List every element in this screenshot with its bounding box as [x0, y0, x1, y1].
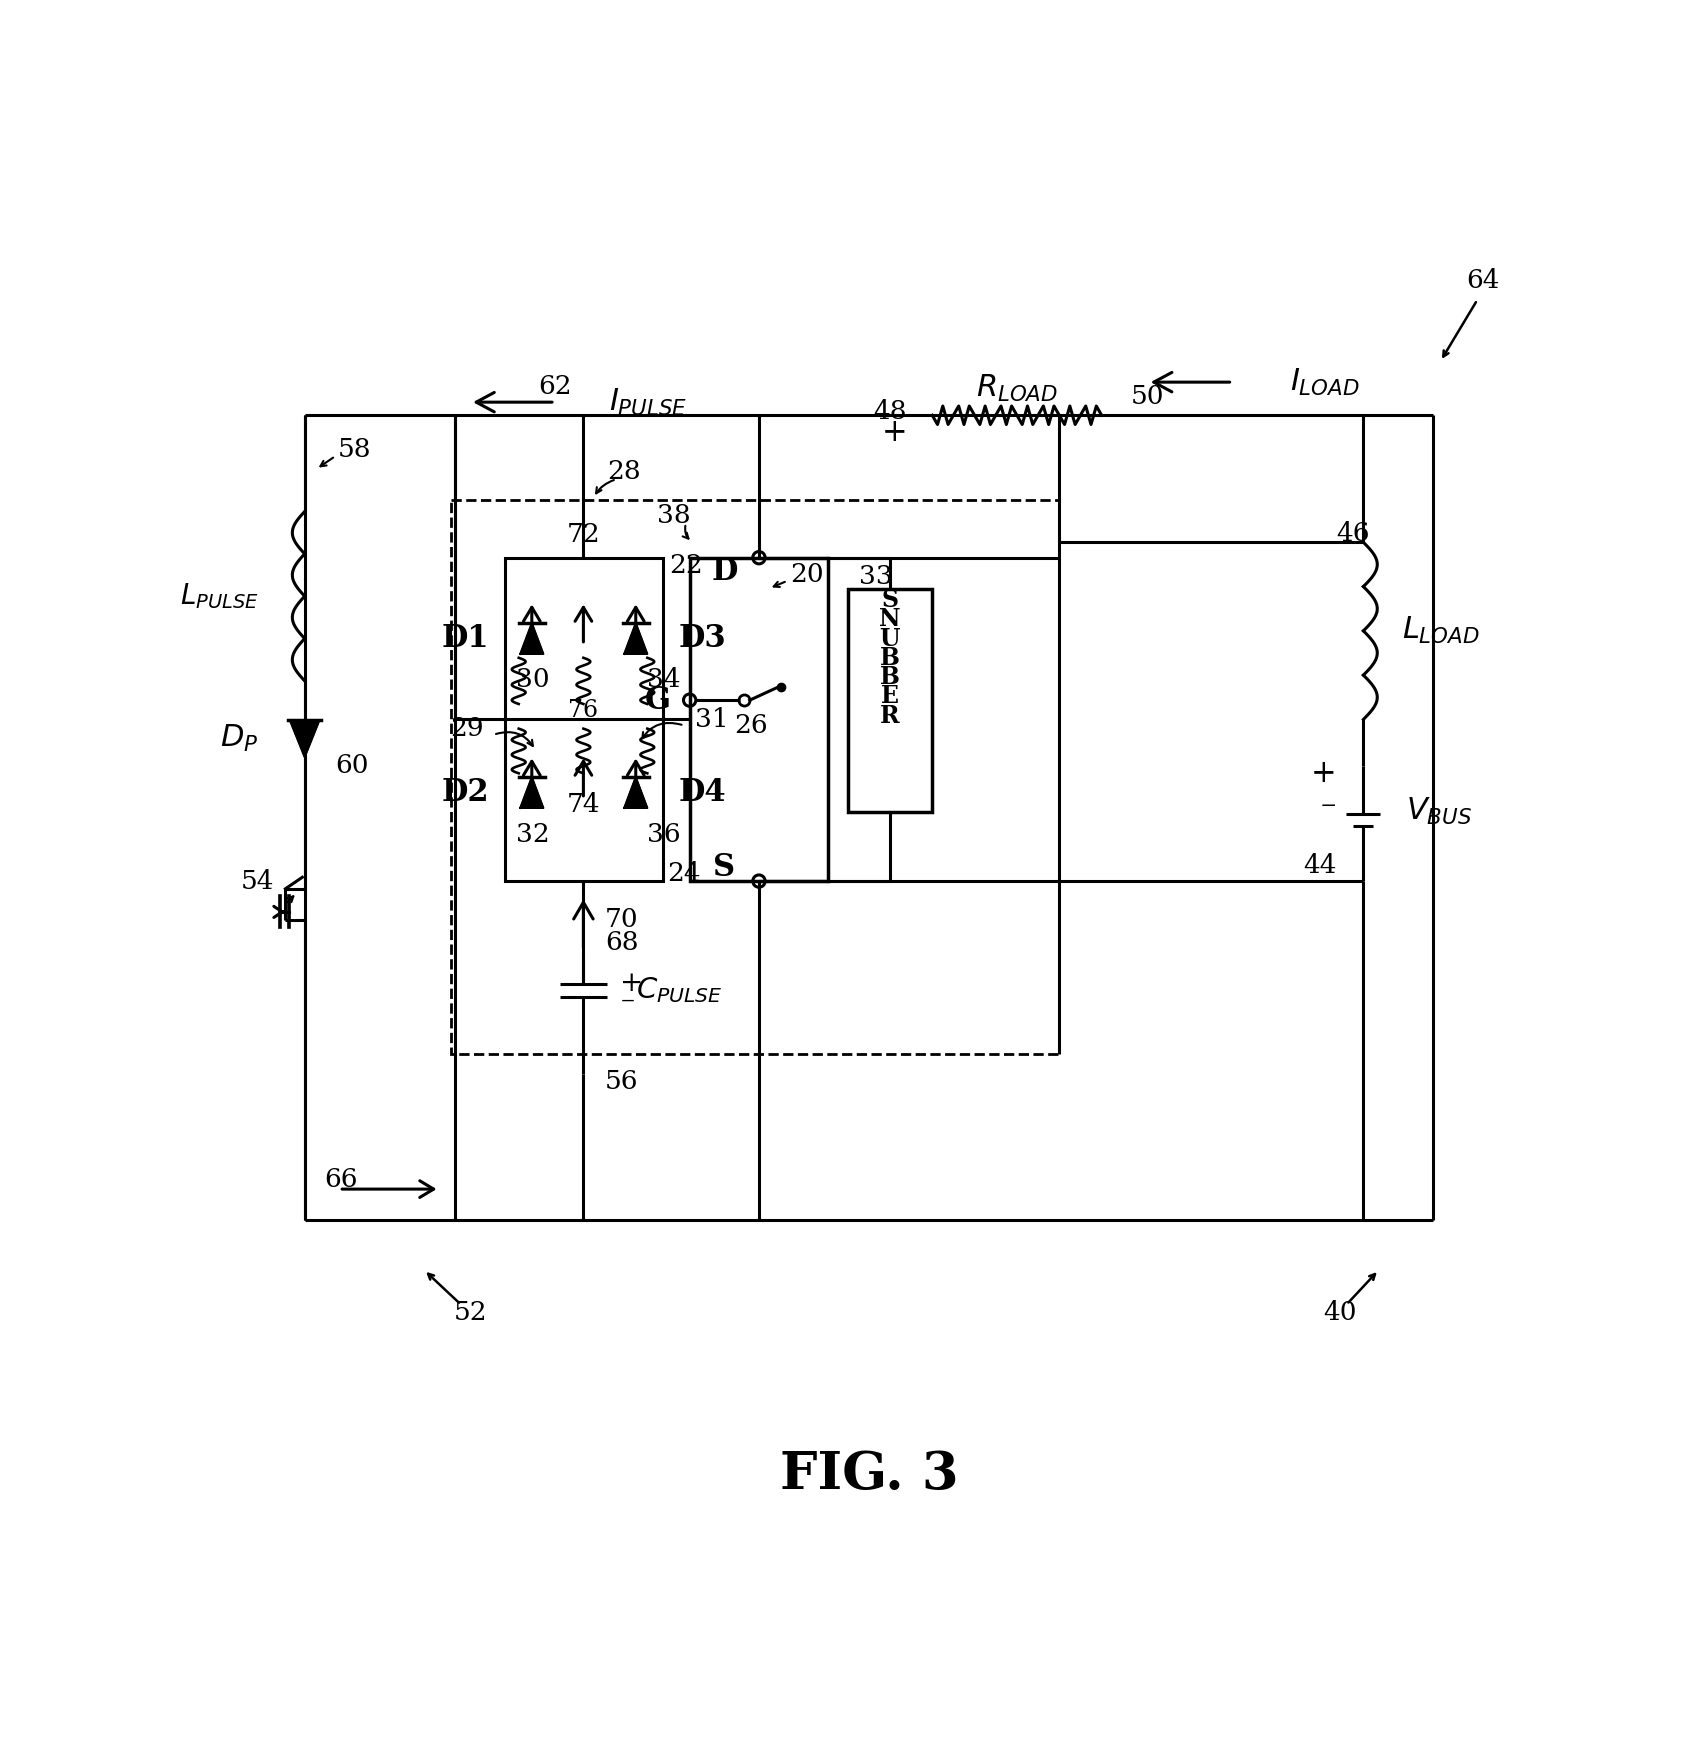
Text: $I_{PULSE}$: $I_{PULSE}$	[609, 387, 686, 417]
Text: S: S	[881, 588, 898, 612]
Text: 68: 68	[605, 931, 639, 956]
Text: 30: 30	[517, 667, 551, 692]
Text: D4: D4	[678, 778, 725, 808]
Text: D: D	[712, 556, 737, 588]
Text: 44: 44	[1303, 854, 1336, 878]
Text: 36: 36	[647, 822, 681, 847]
Text: G: G	[644, 685, 671, 716]
Text: 28: 28	[607, 459, 641, 484]
Polygon shape	[624, 623, 647, 655]
Polygon shape	[520, 778, 544, 808]
Text: 26: 26	[734, 713, 768, 737]
Bar	[451, 500, 1059, 1054]
Text: $V_{BUS}$: $V_{BUS}$	[1405, 796, 1471, 827]
Polygon shape	[290, 720, 319, 757]
Text: 33: 33	[859, 565, 893, 590]
Text: B: B	[880, 665, 900, 690]
Text: 72: 72	[566, 523, 600, 547]
Text: $R_{LOAD}$: $R_{LOAD}$	[976, 373, 1058, 403]
Text: –: –	[620, 987, 634, 1014]
Text: 64: 64	[1466, 268, 1500, 292]
Text: S: S	[714, 852, 736, 884]
Text: $L_{PULSE}$: $L_{PULSE}$	[180, 581, 258, 611]
Text: 31: 31	[695, 708, 729, 732]
Text: 62: 62	[537, 375, 571, 400]
Text: U: U	[880, 627, 900, 651]
Text: 24: 24	[668, 861, 702, 885]
Text: 34: 34	[647, 667, 681, 692]
Text: 60: 60	[336, 753, 370, 778]
Text: N: N	[880, 607, 900, 632]
Text: $I_{LOAD}$: $I_{LOAD}$	[1290, 366, 1359, 398]
Text: +: +	[620, 970, 644, 996]
Text: 32: 32	[517, 822, 551, 847]
Text: $C_{PULSE}$: $C_{PULSE}$	[636, 975, 722, 1005]
Text: R: R	[880, 704, 900, 727]
Text: 22: 22	[670, 553, 703, 577]
Text: 29: 29	[451, 716, 485, 741]
Polygon shape	[624, 778, 647, 808]
Text: D3: D3	[678, 623, 725, 655]
Text: $L_{LOAD}$: $L_{LOAD}$	[1402, 616, 1480, 646]
Bar	[505, 558, 663, 882]
Text: 50: 50	[1131, 384, 1164, 408]
Text: –: –	[1320, 788, 1336, 820]
Text: 56: 56	[605, 1068, 639, 1093]
Text: 74: 74	[566, 792, 600, 817]
Text: FIG. 3: FIG. 3	[780, 1448, 958, 1500]
Bar	[690, 558, 829, 882]
Text: E: E	[881, 685, 898, 708]
Text: 20: 20	[790, 561, 824, 588]
Text: B: B	[880, 646, 900, 671]
Text: D1: D1	[442, 623, 490, 655]
Text: 66: 66	[324, 1167, 358, 1192]
Text: 46: 46	[1336, 521, 1370, 546]
Text: D2: D2	[442, 778, 490, 808]
Text: 40: 40	[1324, 1301, 1358, 1325]
Text: 58: 58	[337, 438, 371, 463]
Text: +: +	[881, 417, 907, 449]
Bar	[848, 588, 932, 811]
Text: 54: 54	[241, 869, 275, 894]
Polygon shape	[520, 623, 544, 655]
Text: 38: 38	[658, 503, 692, 528]
Text: +: +	[1310, 759, 1336, 788]
Text: 48: 48	[873, 400, 907, 424]
Text: $D_P$: $D_P$	[220, 723, 258, 755]
Text: 52: 52	[453, 1301, 486, 1325]
Text: 76: 76	[568, 699, 598, 722]
Text: 70: 70	[605, 906, 639, 933]
